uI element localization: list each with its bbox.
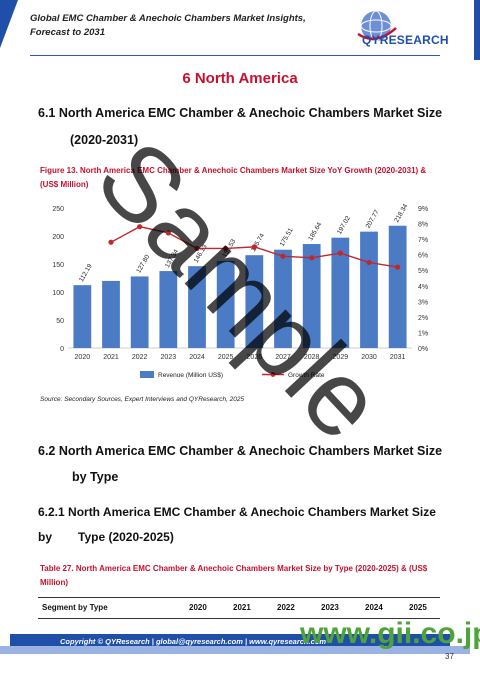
qyresearch-logo: QYRESEARCH [350, 6, 460, 54]
table-header-cell: 2020 [189, 603, 207, 612]
y-right-tick-label: 0% [418, 346, 428, 353]
table-header-cell: 2025 [409, 603, 427, 612]
revenue-bar [360, 231, 378, 348]
x-tick-label: 2030 [361, 354, 377, 361]
growth-rate-point [137, 224, 143, 230]
y-right-tick-label: 4% [418, 284, 428, 291]
legend-marker-growth [270, 372, 276, 377]
table-header-cell: Segment by Type [42, 603, 108, 612]
y-right-tick-label: 3% [418, 299, 428, 306]
revenue-bar [130, 276, 149, 348]
chapter-heading: 6 North America [182, 70, 298, 87]
growth-rate-point [194, 245, 200, 252]
y-right-tick-label: 6% [418, 253, 428, 260]
section-heading-6-1-cont: (2020-2031) [70, 133, 139, 147]
y-left-tick-label: 50 [56, 318, 64, 325]
figure-caption: Figure 13. North America EMC Chamber & A… [40, 166, 427, 189]
page-number: 37 [445, 652, 454, 661]
bar-data-label: 146.13 [193, 243, 209, 264]
revenue-bar [159, 271, 178, 348]
bar-data-label: 112.19 [78, 263, 94, 284]
x-tick-label: 2028 [304, 354, 320, 361]
revenue-bar [73, 285, 92, 348]
growth-rate-point [223, 245, 229, 252]
section-heading-6-1: 6.1 North America EMC Chamber & Anechoic… [38, 106, 443, 120]
table-header-cell: 2022 [277, 603, 295, 612]
section-heading-6-2-cont: by Type [72, 470, 119, 484]
source-note: Source: Secondary Sources, Expert Interv… [40, 396, 245, 403]
revenue-bar [216, 260, 235, 348]
x-tick-label: 2031 [390, 354, 406, 361]
y-left-tick-label: 200 [52, 234, 64, 241]
gii-watermark: www.gii.co.jp [300, 617, 480, 650]
bar-data-label: 137.34 [164, 248, 180, 269]
corner-decoration-right [474, 0, 480, 60]
y-right-tick-label: 8% [418, 222, 428, 229]
corner-decoration [0, 0, 18, 48]
growth-rate-point [309, 255, 315, 261]
revenue-bar [274, 249, 292, 348]
y-left-tick-label: 0 [60, 346, 64, 353]
table-header-cell: 2023 [321, 603, 339, 612]
x-tick-label: 2025 [218, 354, 234, 361]
bar-data-label: 218.34 [393, 203, 409, 224]
globe-icon [357, 10, 397, 42]
bar-data-label: 127.80 [135, 253, 151, 274]
x-tick-label: 2023 [161, 354, 177, 361]
legend-label-revenue: Revenue (Million US$) [158, 372, 223, 379]
growth-rate-point [395, 264, 401, 270]
table-header-row: Segment by Type 2020 2021 2022 2023 2024… [38, 597, 440, 619]
revenue-bar [188, 266, 206, 348]
footer-band-light [0, 646, 470, 654]
legend-label-growth: Growth Rate [288, 372, 325, 379]
x-tick-label: 2024 [189, 354, 205, 361]
x-tick-label: 2020 [75, 354, 91, 361]
footer-band [10, 634, 450, 646]
section-heading-6-2: 6.2 North America EMC Chamber & Anechoic… [38, 444, 443, 458]
y-right-tick-label: 1% [418, 330, 428, 337]
footer-copyright: Copyright © QYResearch | global@qyresear… [60, 637, 327, 646]
x-tick-label: 2027 [275, 354, 291, 361]
section-heading-6-2-1-cont: Type (2020-2025) [78, 530, 174, 544]
bar-data-label: 197.02 [336, 215, 352, 236]
y-left-tick-label: 250 [52, 206, 64, 213]
section-heading-6-2-1: 6.2.1 North America EMC Chamber & Anecho… [38, 505, 436, 544]
growth-rate-point [366, 259, 372, 266]
revenue-bar [302, 244, 321, 348]
y-left-tick-label: 150 [52, 262, 64, 269]
table-header-cell: 2021 [233, 603, 251, 612]
revenue-bar [102, 280, 120, 348]
x-tick-label: 2026 [247, 354, 263, 361]
bar-data-label: 207.77 [365, 209, 381, 230]
revenue-bar [331, 237, 350, 348]
bar-data-label: 175.51 [279, 227, 295, 248]
y-right-tick-label: 7% [418, 237, 428, 244]
growth-rate-point [337, 250, 343, 256]
x-tick-label: 2029 [333, 354, 349, 361]
y-right-tick-label: 2% [418, 315, 428, 322]
table-caption: Table 27. North America EMC Chamber & An… [40, 564, 428, 587]
header-rule [30, 55, 440, 56]
table-header-cell: 2024 [365, 603, 383, 612]
revenue-bar [245, 255, 264, 348]
x-tick-label: 2022 [132, 354, 148, 361]
report-title: Global EMC Chamber & Anechoic Chambers M… [30, 13, 306, 38]
legend-swatch-revenue [140, 371, 154, 378]
growth-rate-point [280, 253, 286, 259]
y-right-tick-label: 9% [418, 206, 428, 213]
growth-rate-point [108, 239, 114, 245]
revenue-bar [388, 225, 407, 348]
y-right-tick-label: 5% [418, 268, 428, 275]
market-size-chart: 0 50 100 150 200 250 0% 1% 2% 3% 4% 5% 6% 7% 8% 9% 112.1… [52, 203, 428, 379]
growth-rate-point [165, 230, 171, 236]
growth-rate-point [251, 244, 257, 250]
y-left-tick-label: 100 [52, 290, 64, 297]
logo-text: QYRESEARCH [362, 33, 449, 47]
x-tick-label: 2021 [103, 354, 119, 361]
bar-data-label: 185.64 [307, 221, 323, 242]
